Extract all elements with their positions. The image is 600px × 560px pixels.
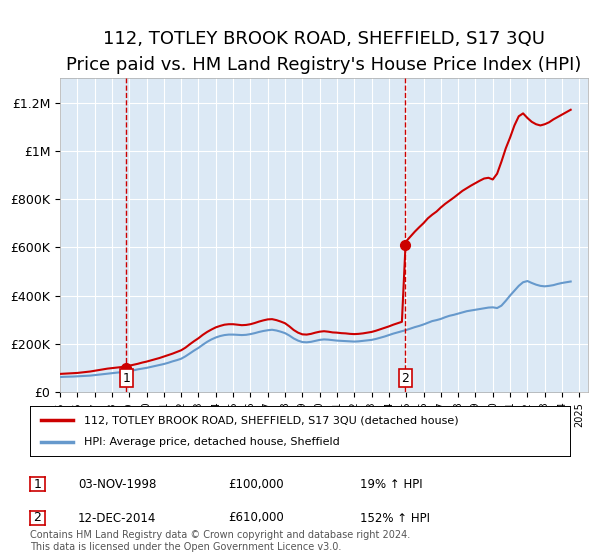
Text: 03-NOV-1998: 03-NOV-1998 — [78, 478, 157, 491]
Text: 1: 1 — [34, 478, 41, 491]
Text: 2: 2 — [401, 372, 409, 385]
Text: 152% ↑ HPI: 152% ↑ HPI — [360, 511, 430, 525]
Title: 112, TOTLEY BROOK ROAD, SHEFFIELD, S17 3QU
Price paid vs. HM Land Registry's Hou: 112, TOTLEY BROOK ROAD, SHEFFIELD, S17 3… — [67, 30, 581, 74]
Text: Contains HM Land Registry data © Crown copyright and database right 2024.
This d: Contains HM Land Registry data © Crown c… — [30, 530, 410, 552]
Text: 1: 1 — [122, 372, 130, 385]
Text: £100,000: £100,000 — [228, 478, 284, 491]
Text: £610,000: £610,000 — [228, 511, 284, 525]
Text: HPI: Average price, detached house, Sheffield: HPI: Average price, detached house, Shef… — [84, 437, 340, 447]
Text: 2: 2 — [34, 511, 41, 524]
Text: 12-DEC-2014: 12-DEC-2014 — [78, 511, 157, 525]
Text: 19% ↑ HPI: 19% ↑ HPI — [360, 478, 422, 491]
Text: 112, TOTLEY BROOK ROAD, SHEFFIELD, S17 3QU (detached house): 112, TOTLEY BROOK ROAD, SHEFFIELD, S17 3… — [84, 415, 458, 425]
